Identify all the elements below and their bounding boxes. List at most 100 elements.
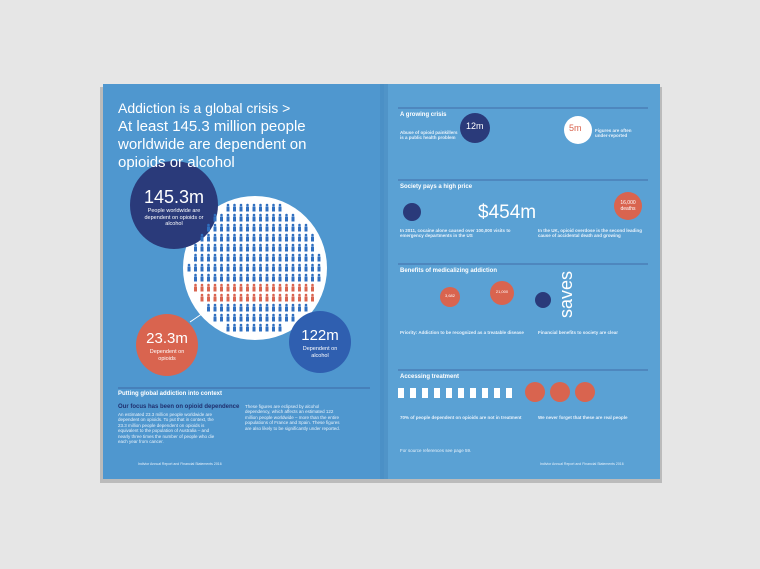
person-icon <box>226 206 230 212</box>
person-icon <box>246 253 249 257</box>
person-icon <box>213 276 217 282</box>
person-icon <box>233 323 236 327</box>
person-icon <box>200 256 204 262</box>
icon <box>550 382 570 402</box>
person-icon <box>252 263 256 267</box>
person-icon <box>272 246 275 252</box>
person-icon <box>239 283 243 287</box>
person-icon <box>233 246 236 252</box>
person-icon <box>226 226 230 232</box>
person-icon <box>272 253 275 257</box>
person-icon <box>272 203 275 207</box>
person-icon <box>291 233 295 237</box>
person-icon <box>220 303 223 307</box>
stat-circle <box>136 314 198 376</box>
person-icon <box>259 323 262 327</box>
person-icon <box>291 283 295 287</box>
stat-figure: 145.3m <box>143 187 205 207</box>
person-icon <box>246 226 249 232</box>
person-icon <box>265 253 269 257</box>
person-icon <box>304 223 308 227</box>
person-icon <box>207 266 210 272</box>
person-icon <box>298 236 301 242</box>
person-icon <box>207 263 210 267</box>
person-icon <box>246 316 249 322</box>
person-icon <box>291 263 295 267</box>
person-icon <box>304 303 308 307</box>
person-icon <box>200 236 204 242</box>
person-icon <box>239 216 243 222</box>
person-icon <box>207 236 210 242</box>
person-icon <box>252 276 256 282</box>
person-icon <box>278 206 282 212</box>
person-icon <box>252 306 256 312</box>
person-icon <box>285 226 288 232</box>
person-icon <box>278 263 282 267</box>
person-icon <box>259 226 262 232</box>
person-icon <box>207 226 210 232</box>
person-icon <box>252 326 256 332</box>
person-icon <box>259 253 262 257</box>
person-icon <box>265 203 269 207</box>
stat-label: Dependent on opioids <box>149 349 185 362</box>
person-icon <box>220 273 223 277</box>
person-icon <box>200 243 204 247</box>
person-icon <box>233 236 236 242</box>
person-icon <box>304 293 308 297</box>
person-icon <box>285 233 288 237</box>
person-icon <box>226 203 230 207</box>
person-icon <box>285 313 288 317</box>
person-icon <box>272 266 275 272</box>
person-icon <box>194 266 197 272</box>
person-icon <box>311 236 314 242</box>
person-icon <box>226 246 230 252</box>
figure: 12m <box>466 121 484 131</box>
person-icon <box>200 276 204 282</box>
person-icon <box>252 223 256 227</box>
person-icon <box>291 266 295 272</box>
person-icon <box>220 266 223 272</box>
person-icon <box>265 263 269 267</box>
person-icon <box>259 223 262 227</box>
person-icon <box>278 313 282 317</box>
person-icon <box>259 256 262 262</box>
person-icon <box>194 273 197 277</box>
person-icon <box>207 253 210 257</box>
person-icon <box>317 253 321 257</box>
person-icon <box>252 266 256 272</box>
body-text: An estimated 23.3 million people worldwi… <box>118 412 215 444</box>
person-icon <box>285 296 288 302</box>
person-icon <box>259 203 262 207</box>
stat-circle <box>289 311 351 373</box>
person-icon <box>200 233 204 237</box>
person-icon <box>272 256 275 262</box>
person-icon <box>220 223 223 227</box>
person-icon <box>226 303 230 307</box>
person-icon <box>311 233 314 237</box>
person-icon <box>272 283 275 287</box>
stat-figure: 23.3m <box>146 330 188 347</box>
person-icon <box>311 283 314 287</box>
person-icon <box>259 206 262 212</box>
person-icon <box>246 203 249 207</box>
person-icon <box>233 213 236 217</box>
person-icon <box>291 313 295 317</box>
person-icon <box>200 286 204 292</box>
person-icon <box>246 276 249 282</box>
person-icon <box>239 313 243 317</box>
person-icon <box>233 216 236 222</box>
person-icon <box>252 316 256 322</box>
person-icon <box>252 283 256 287</box>
person-icon <box>298 303 301 307</box>
person-icon <box>233 203 236 207</box>
person-icon <box>398 388 404 398</box>
person-icon <box>265 206 269 212</box>
person-icon <box>252 243 256 247</box>
person-icon <box>278 296 282 302</box>
person-icon <box>259 306 262 312</box>
person-icon <box>259 213 262 217</box>
person-icon <box>298 253 301 257</box>
person-icon <box>213 253 217 257</box>
person-icon <box>252 216 256 222</box>
person-icon <box>259 316 262 322</box>
